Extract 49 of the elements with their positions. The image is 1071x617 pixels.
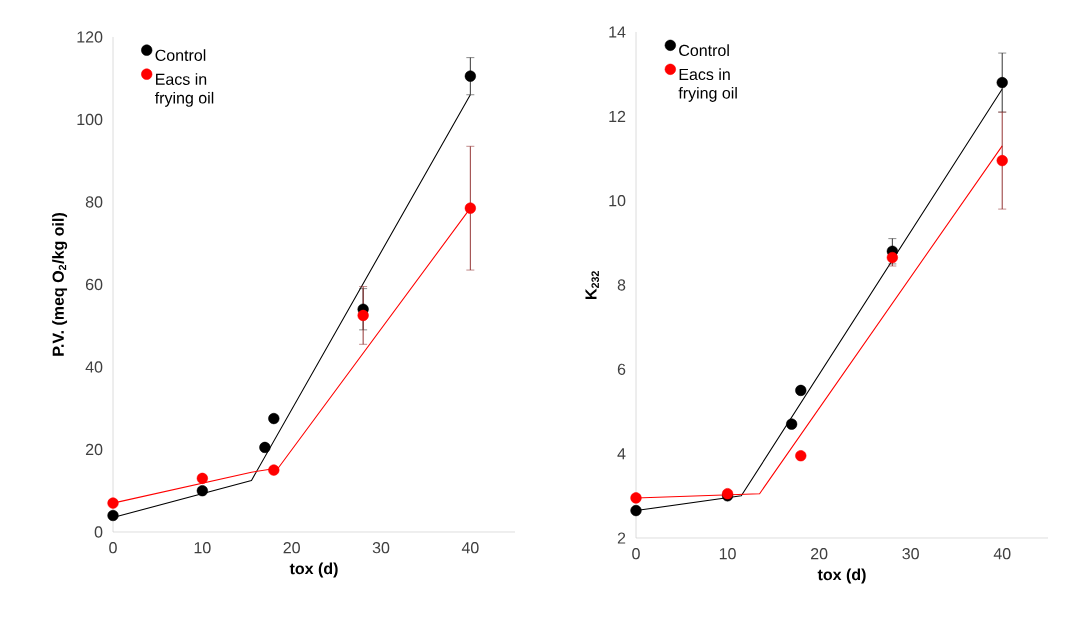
point bbox=[259, 441, 271, 454]
y-tick-label: 120 bbox=[77, 31, 103, 43]
x-tick-label: 40 bbox=[993, 548, 1011, 560]
y-tick-label: 8 bbox=[617, 279, 626, 291]
legend-label: Control bbox=[679, 44, 729, 57]
point bbox=[464, 70, 476, 82]
point bbox=[196, 472, 208, 484]
y-tick-label: 6 bbox=[617, 363, 626, 375]
y-tick-label: 20 bbox=[85, 443, 103, 456]
y-tick-label: 60 bbox=[85, 278, 103, 291]
point bbox=[464, 202, 476, 214]
x-axis-title: tox (d) bbox=[289, 562, 338, 578]
y-tick-label: 100 bbox=[77, 113, 103, 126]
x-tick-label: 20 bbox=[283, 542, 300, 554]
point bbox=[786, 418, 798, 430]
y-tick-label: 2 bbox=[617, 532, 626, 544]
point bbox=[795, 450, 807, 462]
x-tick-label: 30 bbox=[902, 548, 919, 560]
point bbox=[107, 509, 119, 522]
x-tick-label: 0 bbox=[632, 548, 640, 560]
y-tick-label: 40 bbox=[85, 361, 103, 373]
point bbox=[268, 412, 280, 425]
y-tick-label: 80 bbox=[85, 196, 103, 208]
x-tick-label: 30 bbox=[372, 542, 390, 554]
point bbox=[795, 384, 807, 397]
point bbox=[268, 464, 280, 476]
y-tick-label: 14 bbox=[609, 26, 626, 38]
y-tick-label: 12 bbox=[609, 110, 626, 122]
legend-label: Control bbox=[155, 49, 206, 61]
legend-label: Eacs in frying oil bbox=[678, 68, 737, 102]
x-tick-label: 20 bbox=[811, 548, 828, 560]
y-tick-label: 4 bbox=[617, 448, 626, 460]
x-tick-label: 10 bbox=[194, 542, 211, 554]
point bbox=[196, 485, 208, 497]
legend-label: Eacs in frying oil bbox=[154, 73, 214, 107]
y-axis-title: P.V. (meq O$_{2}$/kg oil) bbox=[52, 213, 68, 356]
y-tick-label: 10 bbox=[609, 195, 626, 207]
x-tick-label: 0 bbox=[109, 542, 117, 554]
point bbox=[357, 309, 369, 322]
x-tick-label: 40 bbox=[461, 542, 479, 554]
point bbox=[630, 492, 642, 504]
y-axis-title: K$_{232}$ bbox=[585, 271, 600, 299]
point bbox=[630, 504, 642, 517]
point bbox=[996, 76, 1008, 89]
y-tick-label: 0 bbox=[94, 526, 103, 538]
point bbox=[996, 154, 1008, 167]
point bbox=[107, 497, 119, 509]
x-tick-label: 10 bbox=[719, 548, 736, 560]
x-axis-title: tox (d) bbox=[817, 568, 866, 584]
